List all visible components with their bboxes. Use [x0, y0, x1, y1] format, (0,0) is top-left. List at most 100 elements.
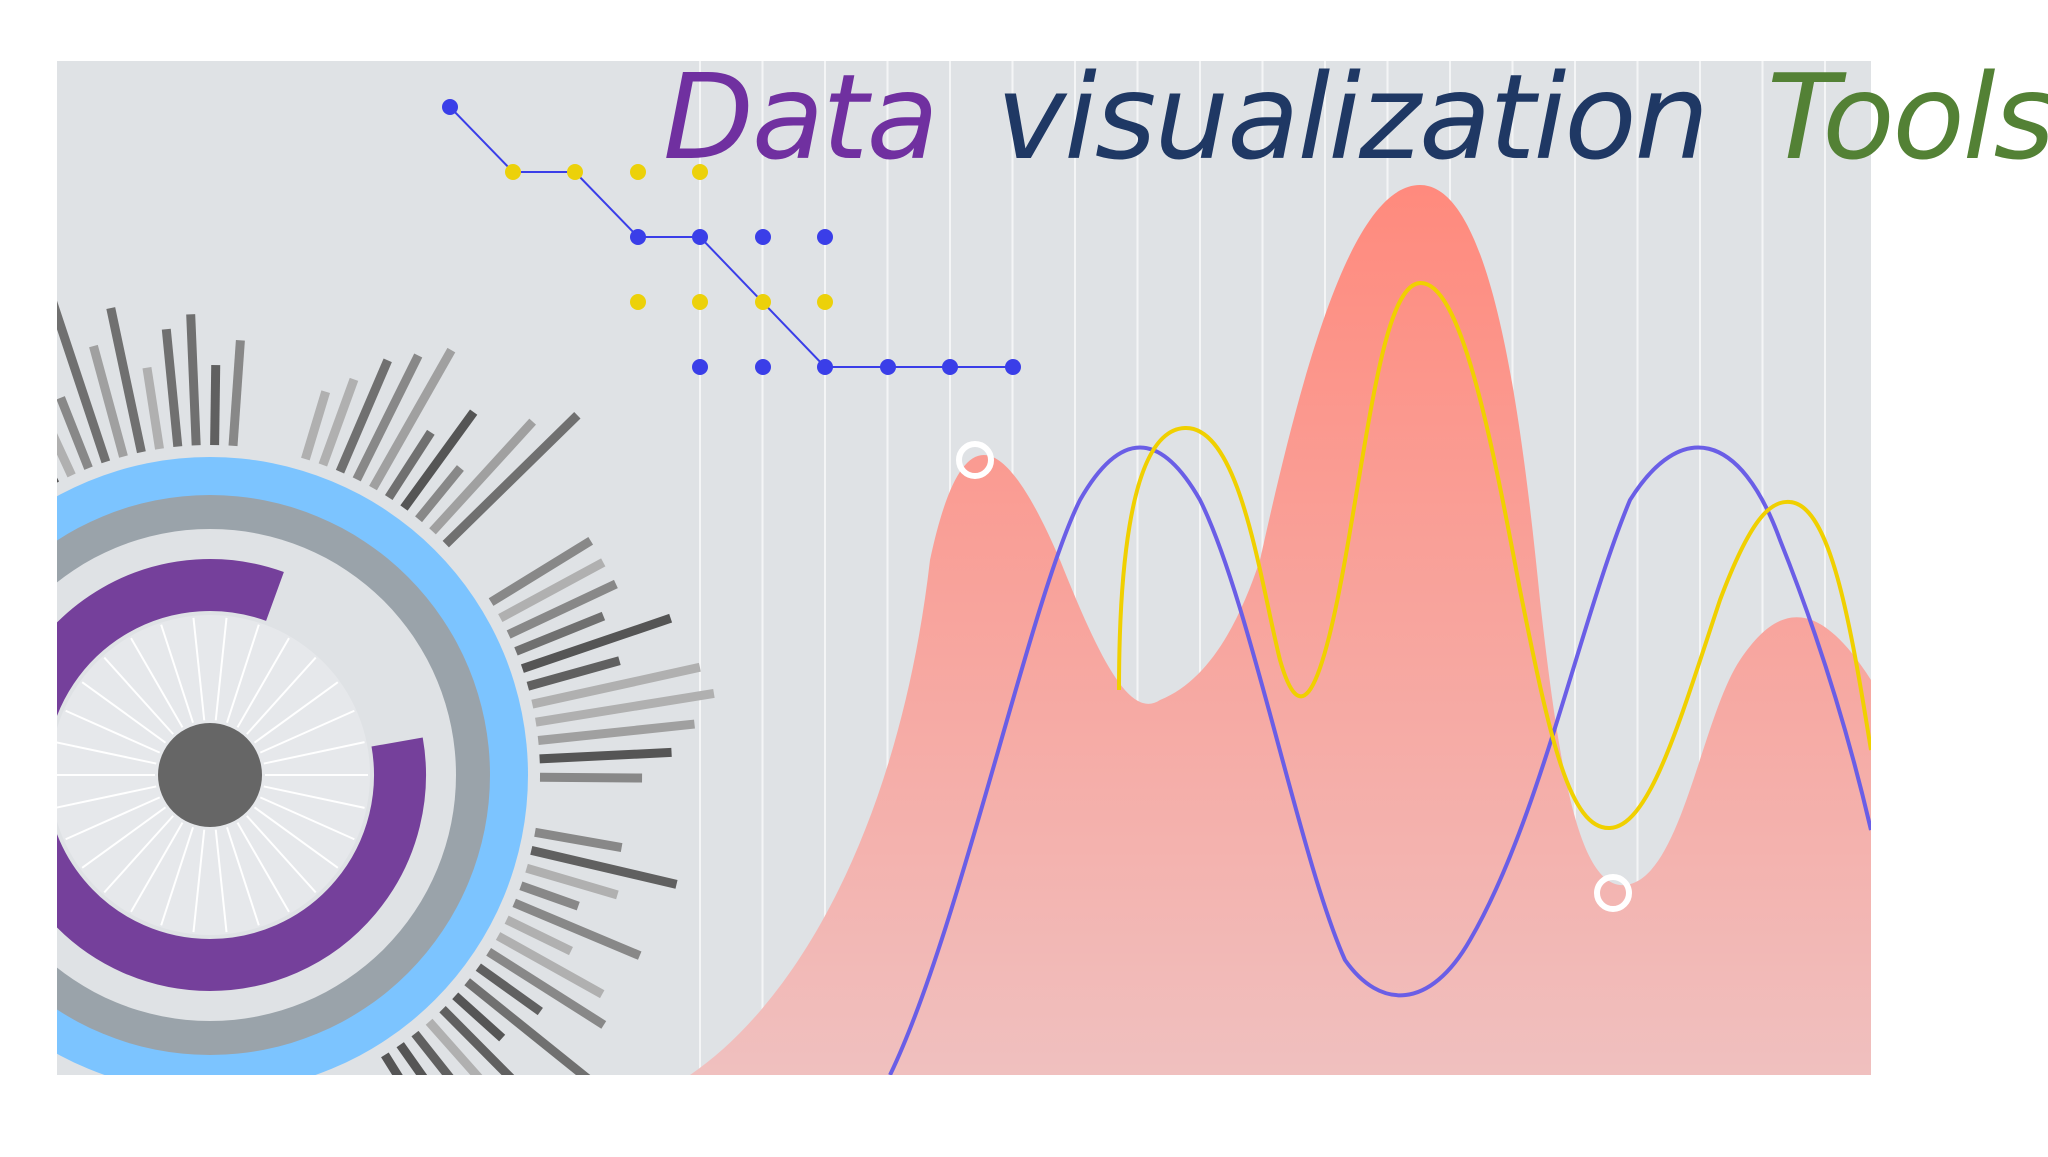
burst-bar: [495, 932, 605, 999]
yellow-wave-line: [1117, 280, 1871, 831]
spoke-line: [259, 796, 355, 841]
spoke-line: [214, 617, 228, 721]
grid-dot: [817, 359, 833, 375]
burst-bar: [429, 418, 536, 535]
burst-bar: [301, 390, 331, 461]
spoke-line: [57, 785, 157, 809]
spoke-line: [103, 656, 174, 735]
burst-bar: [452, 992, 506, 1042]
spoke-line: [130, 822, 184, 913]
burst-bar: [486, 948, 607, 1029]
burst-bar: [520, 613, 673, 673]
connected-dots-graphic: [442, 99, 1021, 375]
burst-bar: [531, 662, 701, 709]
grid-dot: [817, 229, 833, 245]
burst-bar: [400, 409, 478, 511]
spoke-line: [192, 829, 206, 933]
grid-dot: [442, 99, 458, 115]
highlight-ring-right: [1594, 874, 1632, 912]
burst-bar: [352, 353, 423, 482]
burst-bar: [381, 1052, 403, 1075]
grid-dot: [755, 359, 771, 375]
spoke-line: [236, 822, 290, 913]
burst-bar: [530, 845, 678, 889]
burst-bar: [464, 978, 591, 1075]
spoke-line: [130, 637, 184, 728]
burst-bar: [57, 477, 60, 483]
grid-dot: [567, 164, 583, 180]
title-word-data: Data: [663, 48, 939, 186]
grid-dot: [692, 164, 708, 180]
spoke-line: [214, 829, 228, 933]
burst-bar: [512, 898, 642, 960]
hub-circle: [158, 723, 262, 827]
spoke-line: [226, 826, 260, 926]
burst-bar: [526, 656, 621, 691]
wave-area-shape: [690, 185, 1871, 1075]
spoke-line: [236, 637, 290, 728]
grid-dot: [755, 229, 771, 245]
ring-purple-arc: [57, 559, 426, 991]
burst-bar: [210, 365, 221, 446]
spoke-line: [81, 681, 167, 744]
burst-bar: [318, 377, 359, 467]
burst-bar: [0, 381, 24, 503]
grid-dot: [942, 359, 958, 375]
spoke-line: [103, 815, 174, 894]
burst-bar: [537, 719, 695, 745]
burst-bar: [504, 915, 573, 956]
spoke-line: [57, 741, 157, 765]
spoke-line: [226, 624, 260, 724]
burst-bar: [535, 688, 715, 727]
burst-bar: [519, 881, 580, 911]
radial-burst-graphic: [0, 300, 715, 1075]
grid-dot: [880, 359, 896, 375]
grid-dot: [1005, 359, 1021, 375]
grid-dot: [630, 294, 646, 310]
spoke-line: [253, 806, 339, 869]
grid-dot: [630, 164, 646, 180]
burst-bar: [57, 300, 111, 464]
burst-bar: [539, 747, 672, 764]
grid-dot: [505, 164, 521, 180]
burst-bar: [488, 536, 594, 606]
burst-bar: [506, 579, 618, 639]
burst-bar: [411, 1030, 454, 1075]
burst-bar: [0, 379, 39, 493]
spoke-line: [65, 709, 161, 754]
burst-bar: [186, 314, 201, 446]
burst-bar: [442, 412, 581, 548]
burst-bar: [384, 429, 435, 501]
burst-bar: [425, 1018, 483, 1075]
spoke-line: [263, 741, 365, 765]
burst-bar: [439, 1005, 515, 1075]
spoke-line: [263, 785, 365, 809]
grid-dot: [755, 294, 771, 310]
burst-bar: [335, 358, 392, 474]
grid-dot: [817, 294, 833, 310]
burst-bar: [539, 772, 643, 783]
grid-dot: [692, 229, 708, 245]
title-word-tools: Tools: [1766, 48, 2048, 186]
spoke-line: [65, 796, 161, 841]
burst-bar: [161, 328, 183, 448]
burst-bar: [106, 307, 146, 454]
blue-wave-line: [888, 445, 1871, 1075]
burst-bar: [534, 827, 623, 853]
grid-dot: [692, 294, 708, 310]
burst-bar: [498, 558, 606, 623]
burst-bar: [57, 433, 76, 478]
spoke-line: [253, 681, 339, 744]
spoke-line: [246, 815, 317, 894]
spoke-line: [192, 617, 206, 721]
burst-bar: [142, 367, 164, 450]
page-title: Data visualization Tools: [0, 42, 2048, 192]
spoke-line: [160, 624, 194, 724]
burst-bar: [0, 415, 9, 514]
burst-bar: [89, 344, 128, 458]
highlight-ring-left: [956, 441, 994, 479]
burst-bar: [525, 863, 619, 900]
burst-bar: [369, 347, 456, 491]
